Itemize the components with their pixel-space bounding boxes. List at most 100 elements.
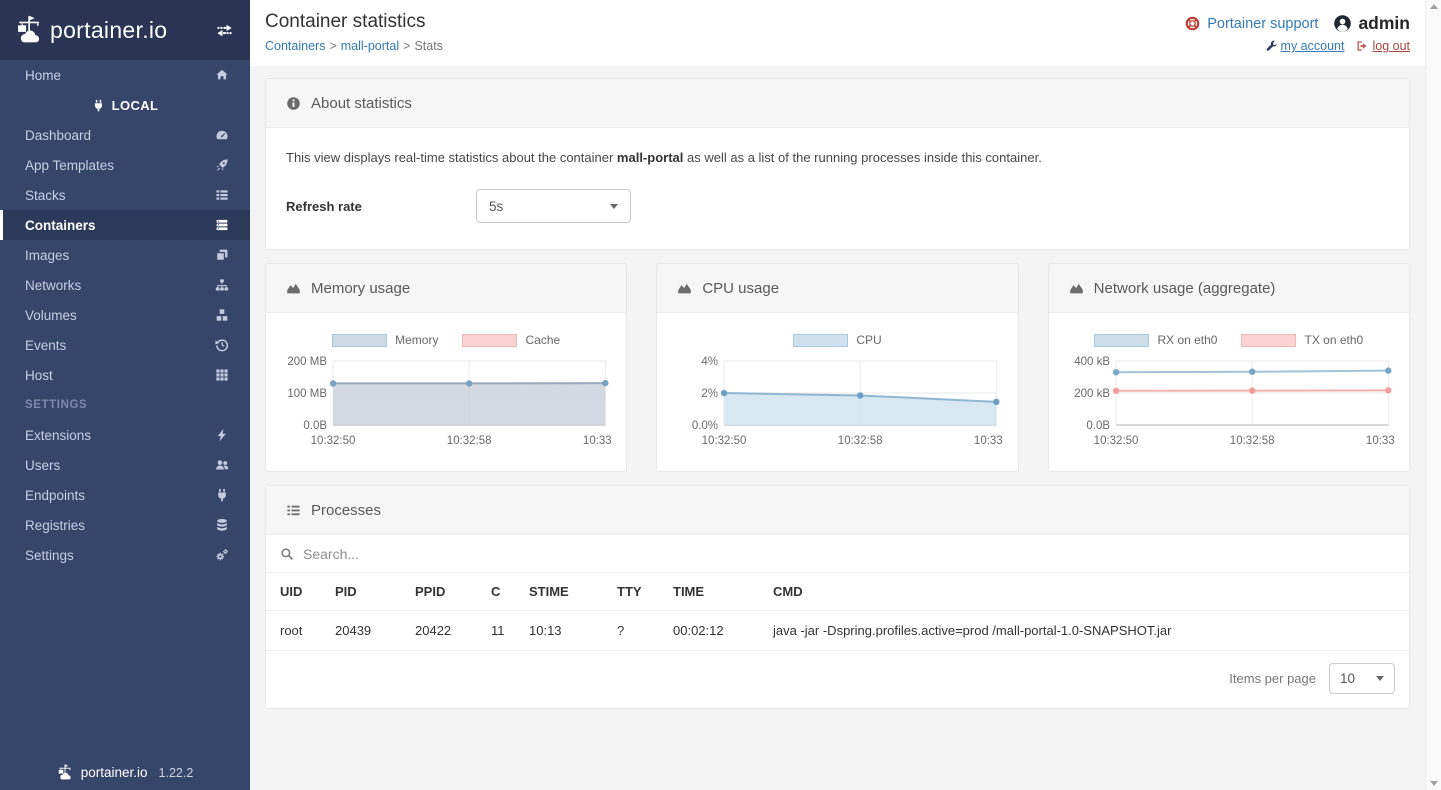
user-zone: Portainer support admin my account log o… bbox=[1185, 11, 1410, 66]
sidebar-item-label: Endpoints bbox=[25, 487, 86, 503]
plug-icon bbox=[215, 488, 229, 502]
sidebar-item-volumes[interactable]: Volumes bbox=[0, 300, 250, 330]
networks-icon bbox=[215, 278, 229, 292]
sidebar-toggle-icon[interactable] bbox=[216, 22, 233, 39]
scroll-down-arrow-icon[interactable] bbox=[1429, 781, 1438, 786]
my-account-link[interactable]: my account bbox=[1265, 39, 1345, 53]
svg-text:400 kB: 400 kB bbox=[1074, 356, 1110, 368]
chart-body-1: CPU 0.0% 2% 4% 10:32:50 10:32:58 10:33:02 bbox=[657, 313, 1017, 471]
svg-text:10:32:50: 10:32:50 bbox=[1093, 435, 1138, 447]
history-icon bbox=[215, 338, 229, 352]
about-statistics-widget: About statistics This view displays real… bbox=[265, 78, 1410, 250]
sidebar-item-endpoints[interactable]: Endpoints bbox=[0, 480, 250, 510]
cpu-usage-title: CPU usage bbox=[702, 279, 780, 297]
legend-swatch bbox=[1094, 333, 1150, 347]
refresh-rate-value: 5s bbox=[489, 198, 504, 214]
charts-row: Memory usage Memory Cache 0.0B 100 MB 200 MB… bbox=[265, 263, 1410, 473]
search-icon bbox=[280, 547, 294, 561]
rocket-icon bbox=[215, 158, 229, 172]
legend-item: CPU bbox=[793, 333, 882, 347]
network-usage-aggregate-chart: 0.0B 200 kB 400 kB 10:32:50 10:32:58 10:33:02 bbox=[1074, 356, 1394, 447]
user-circle-icon bbox=[1333, 14, 1352, 33]
chart-area-icon bbox=[1069, 281, 1084, 296]
sidebar-item-images[interactable]: Images bbox=[0, 240, 250, 270]
chart-area-icon bbox=[286, 281, 301, 296]
legend-swatch bbox=[793, 333, 849, 347]
svg-text:10:32:58: 10:32:58 bbox=[1229, 435, 1274, 447]
user-menu[interactable]: admin bbox=[1333, 13, 1410, 34]
memory-usage-chart: 0.0B 100 MB 200 MB 10:32:50 10:32:58 10:33:02 bbox=[287, 356, 611, 447]
svg-text:200 MB: 200 MB bbox=[287, 356, 327, 368]
svg-text:4%: 4% bbox=[702, 356, 719, 368]
images-icon bbox=[215, 248, 229, 262]
cpu-usage-chart: 0.0% 2% 4% 10:32:50 10:32:58 10:33:02 bbox=[692, 356, 1002, 447]
my-account-label: my account bbox=[1280, 39, 1345, 53]
container-name: mall-portal bbox=[616, 150, 684, 165]
svg-text:10:32:58: 10:32:58 bbox=[447, 435, 492, 447]
sidebar-item-users[interactable]: Users bbox=[0, 450, 250, 480]
sidebar-item-extensions[interactable]: Extensions bbox=[0, 420, 250, 450]
table-cell: java -jar -Dspring.profiles.active=prod … bbox=[761, 610, 1409, 652]
endpoint-local-label: LOCAL bbox=[111, 97, 159, 113]
items-per-page-select[interactable]: 10 bbox=[1329, 663, 1395, 695]
portainer-logo-icon bbox=[15, 15, 45, 45]
svg-text:100 MB: 100 MB bbox=[287, 388, 327, 400]
search-input[interactable] bbox=[303, 545, 1395, 562]
portainer-support-link[interactable]: Portainer support bbox=[1185, 16, 1318, 32]
breadcrumb-separator: > bbox=[329, 39, 337, 53]
database-icon bbox=[215, 518, 229, 532]
processes-table: UID PID PPID C STIME TTY TIME CMD root 20439 2042… bbox=[266, 573, 1409, 652]
sidebar-item-label: Users bbox=[25, 457, 61, 473]
sidebar-item-registries[interactable]: Registries bbox=[0, 510, 250, 540]
table-header-row: UID PID PPID C STIME TTY TIME CMD bbox=[266, 573, 1409, 612]
log-out-link[interactable]: log out bbox=[1356, 39, 1410, 53]
vertical-scrollbar[interactable] bbox=[1425, 0, 1441, 790]
breadcrumb-containers[interactable]: Containers bbox=[265, 39, 326, 53]
svg-text:0.0B: 0.0B bbox=[1086, 420, 1110, 432]
svg-text:10:32:50: 10:32:50 bbox=[702, 435, 747, 447]
log-out-label: log out bbox=[1372, 39, 1410, 53]
table-cell: 10:13 bbox=[517, 610, 605, 652]
table-cell: 20439 bbox=[323, 610, 403, 652]
about-statistics-body: This view displays real-time statistics … bbox=[266, 128, 1409, 249]
sidebar-item-events[interactable]: Events bbox=[0, 330, 250, 360]
legend-item: RX on eth0 bbox=[1094, 333, 1217, 347]
processes-title: Processes bbox=[311, 501, 382, 519]
sidebar-item-label: App Templates bbox=[25, 157, 115, 173]
sidebar-footer: portainer.io 1.22.2 bbox=[0, 764, 250, 781]
table-body: root 20439 20422 11 10:13? 00:02:12 java -jar … bbox=[266, 610, 1409, 652]
sidebar-item-containers[interactable]: Containers bbox=[0, 210, 250, 240]
support-label: Portainer support bbox=[1207, 15, 1319, 32]
cpu-usage-widget: CPU usage CPU 0.0% 2% 4% 10:32:50 10:32:58 10:… bbox=[656, 263, 1019, 473]
breadcrumb-container-name[interactable]: mall-portal bbox=[340, 39, 400, 53]
sidebar-settings-header: SETTINGS bbox=[25, 399, 88, 411]
breadcrumb-current: Stats bbox=[414, 39, 443, 53]
legend-label: Cache bbox=[525, 333, 561, 347]
sidebar-item-host[interactable]: Host bbox=[0, 360, 250, 390]
table-cell: 20422 bbox=[403, 610, 479, 652]
cogs-icon bbox=[215, 548, 229, 562]
column-header-uid: UID bbox=[266, 573, 323, 612]
network-usage-header: Network usage (aggregate) bbox=[1048, 264, 1409, 313]
sidebar-item-app-templates[interactable]: App Templates bbox=[0, 150, 250, 180]
refresh-rate-select[interactable]: 5s bbox=[476, 189, 631, 223]
sidebar-item-home[interactable]: Home bbox=[0, 60, 250, 90]
scroll-up-arrow-icon[interactable] bbox=[1429, 4, 1438, 9]
chart-body-0: Memory Cache 0.0B 100 MB 200 MB 10:32:50 10:32… bbox=[266, 313, 626, 471]
items-per-page-label: Items per page bbox=[1229, 671, 1316, 687]
sidebar-item-dashboard[interactable]: Dashboard bbox=[0, 120, 250, 150]
sidebar-item-networks[interactable]: Networks bbox=[0, 270, 250, 300]
table-cell: root bbox=[266, 610, 323, 652]
table-cell: 00:02:12 bbox=[661, 610, 761, 652]
main-area: Container statistics Containers > mall-por… bbox=[250, 0, 1425, 790]
page-header: Container statistics Containers > mall-por… bbox=[250, 0, 1425, 66]
sidebar-item-stacks[interactable]: Stacks bbox=[0, 180, 250, 210]
svg-text:200 kB: 200 kB bbox=[1074, 388, 1110, 400]
portainer-logo-link[interactable]: portainer.io bbox=[15, 15, 167, 45]
memory-usage-header: Memory usage bbox=[266, 264, 627, 313]
sidebar-item-settings[interactable]: Settings bbox=[0, 540, 250, 570]
portainer-logo-icon bbox=[57, 764, 74, 781]
version-label: 1.22.2 bbox=[158, 765, 194, 780]
chart-area-icon bbox=[677, 281, 692, 296]
table-row: root 20439 20422 11 10:13? 00:02:12 java -jar … bbox=[266, 610, 1409, 652]
